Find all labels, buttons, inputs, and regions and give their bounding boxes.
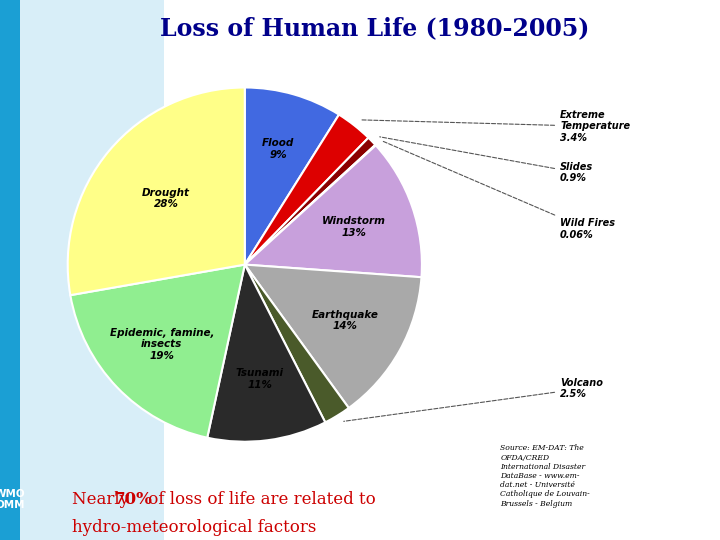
Text: Slides
0.9%: Slides 0.9% <box>379 137 593 183</box>
Text: WMO
OMM: WMO OMM <box>0 489 25 510</box>
Wedge shape <box>68 87 245 295</box>
Wedge shape <box>245 265 421 408</box>
Wedge shape <box>71 265 245 438</box>
Text: Loss of Human Life (1980-2005): Loss of Human Life (1980-2005) <box>160 16 589 40</box>
Text: Earthquake
14%: Earthquake 14% <box>312 310 379 332</box>
Wedge shape <box>245 145 376 265</box>
Text: Drought
28%: Drought 28% <box>142 188 190 210</box>
Text: Volcano
2.5%: Volcano 2.5% <box>343 378 603 421</box>
Text: Wild Fires
0.06%: Wild Fires 0.06% <box>383 141 615 240</box>
Text: Extreme
Temperature
3.4%: Extreme Temperature 3.4% <box>361 110 630 143</box>
Wedge shape <box>245 145 422 277</box>
Text: 70%: 70% <box>114 491 153 508</box>
Text: of loss of life are related to: of loss of life are related to <box>143 491 375 508</box>
Wedge shape <box>245 114 369 265</box>
Text: hydro-meteorological factors: hydro-meteorological factors <box>72 519 316 536</box>
Wedge shape <box>245 138 375 265</box>
Text: Windstorm
13%: Windstorm 13% <box>322 216 385 238</box>
Wedge shape <box>207 265 325 442</box>
Text: Source: EM-DAT: The
OFDA/CRED
International Disaster
DataBase - www.em-
dat.net : Source: EM-DAT: The OFDA/CRED Internatio… <box>500 444 590 508</box>
Text: Epidemic, famine,
insects
19%: Epidemic, famine, insects 19% <box>109 328 214 361</box>
Text: Nearly: Nearly <box>72 491 134 508</box>
Wedge shape <box>245 265 348 422</box>
Text: Tsunami
11%: Tsunami 11% <box>235 368 284 389</box>
Text: Flood
9%: Flood 9% <box>262 138 294 160</box>
Wedge shape <box>245 87 339 265</box>
